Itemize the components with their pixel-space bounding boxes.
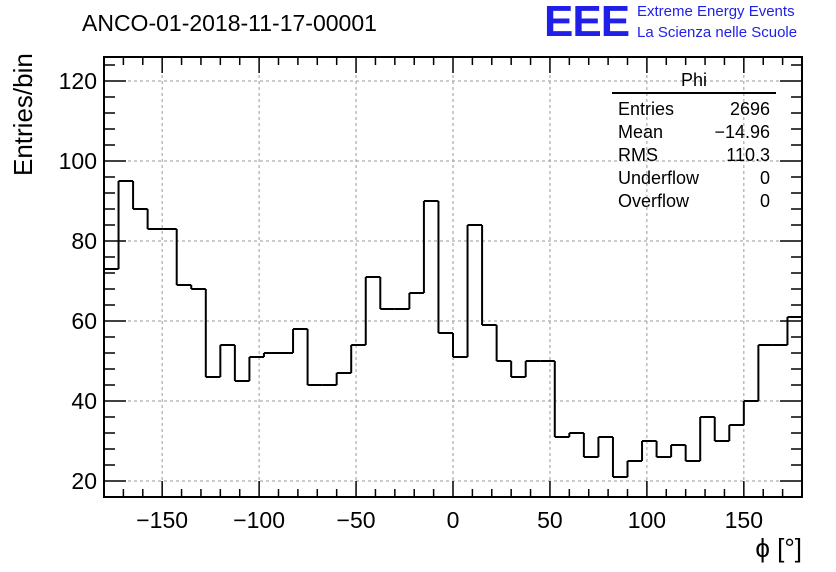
histogram-bin xyxy=(306,329,323,386)
stats-label: Overflow xyxy=(618,191,690,211)
histogram-bin xyxy=(742,400,759,425)
histogram-bin xyxy=(190,285,206,290)
histogram-bin xyxy=(422,200,439,293)
histogram-bin xyxy=(728,424,744,441)
histogram-bin xyxy=(132,181,148,210)
histogram-bin xyxy=(437,201,453,334)
logo-line-2: La Scienza nelle Scuole xyxy=(637,24,798,41)
stats-row-overflow: Overflow 0 xyxy=(612,190,776,213)
stats-row-rms: RMS 110.3 xyxy=(612,144,776,167)
histogram-bin xyxy=(757,344,773,401)
histogram-bin xyxy=(117,180,134,269)
x-tick-label: 0 xyxy=(447,507,460,533)
stats-row-underflow: Underflow 0 xyxy=(612,167,776,190)
stats-value: 110.3 xyxy=(726,145,770,165)
y-tick-label: 80 xyxy=(71,228,97,254)
histogram-bin xyxy=(481,225,497,326)
eee-logo: EEE xyxy=(544,0,630,46)
histogram-bin xyxy=(626,460,643,477)
histogram-bin xyxy=(655,441,672,458)
histogram-bin xyxy=(408,292,424,309)
x-tick-label: 50 xyxy=(537,507,563,533)
histogram-bin xyxy=(582,433,599,458)
stats-value: 2696 xyxy=(729,99,770,119)
histogram-bin xyxy=(684,445,701,462)
histogram-bin xyxy=(248,356,264,381)
histogram-bin xyxy=(670,444,686,457)
histogram-bin xyxy=(379,277,395,310)
histogram-bin xyxy=(219,344,235,377)
x-axis-label: ϕ [°] xyxy=(755,533,802,563)
histogram-bin xyxy=(568,432,584,437)
histogram-bin xyxy=(641,440,657,461)
stats-label: Underflow xyxy=(618,168,700,188)
y-tick-label: 20 xyxy=(71,468,97,494)
stats-box: Phi Entries 2696 Mean −14.96 RMS 110.3 U… xyxy=(612,70,776,213)
x-tick-label: −100 xyxy=(233,507,285,533)
y-tick-label: 40 xyxy=(71,388,97,414)
histogram-bin xyxy=(452,333,468,358)
logo-line-1: Extreme Energy Events xyxy=(637,3,795,20)
chart-title: ANCO-01-2018-11-17-00001 xyxy=(82,10,377,36)
histogram-bin xyxy=(597,436,613,457)
x-tick-label: −150 xyxy=(136,507,188,533)
histogram-bin xyxy=(233,345,250,382)
x-tick-label: −50 xyxy=(337,507,376,533)
histogram-bin xyxy=(335,372,352,385)
stats-row-entries: Entries 2696 xyxy=(612,98,776,121)
x-tick-label: 100 xyxy=(628,507,666,533)
histogram-bin xyxy=(262,352,279,357)
stats-value: −14.96 xyxy=(714,122,770,142)
histogram-bin xyxy=(553,361,570,438)
stats-value: 0 xyxy=(759,168,770,188)
stats-value: 0 xyxy=(759,191,770,211)
y-axis-label: Entries/bin xyxy=(8,53,38,176)
histogram-bin xyxy=(204,289,221,378)
y-tick-label: 100 xyxy=(59,148,97,174)
histogram-bin xyxy=(699,416,715,461)
y-tick-label: 120 xyxy=(59,68,97,94)
stats-title: Phi xyxy=(612,70,776,94)
histogram-bin xyxy=(292,328,308,353)
histogram-bin xyxy=(350,344,366,373)
histogram-bin xyxy=(510,361,526,378)
histogram-bin xyxy=(611,437,628,478)
histogram-bin xyxy=(495,325,512,362)
histogram-bin xyxy=(713,417,730,442)
histogram-bin xyxy=(466,224,483,357)
histogram-bin xyxy=(175,229,192,286)
stats-label: RMS xyxy=(618,145,658,165)
stats-row-mean: Mean −14.96 xyxy=(612,121,776,144)
histogram-bin xyxy=(364,276,381,345)
y-tick-label: 60 xyxy=(71,308,97,334)
stats-label: Mean xyxy=(618,122,664,142)
stats-label: Entries xyxy=(618,99,675,119)
histogram-bin xyxy=(146,209,163,230)
x-tick-label: 150 xyxy=(725,507,763,533)
histogram-bin xyxy=(524,360,541,377)
